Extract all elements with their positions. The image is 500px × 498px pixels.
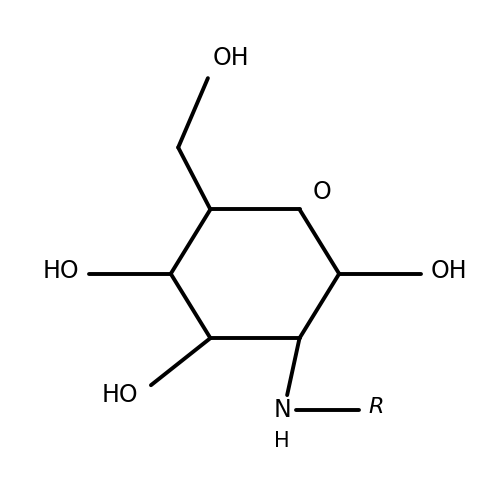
Text: N: N [274,398,291,422]
Text: O: O [312,180,331,204]
Text: R: R [369,397,384,417]
Text: OH: OH [431,259,468,283]
Text: HO: HO [42,259,79,283]
Text: HO: HO [102,383,139,407]
Text: H: H [274,431,290,451]
Text: OH: OH [213,46,250,70]
